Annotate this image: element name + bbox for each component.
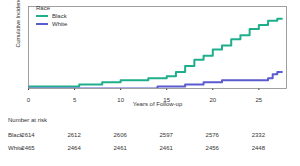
svg-text:Number at risk: Number at risk [8, 117, 48, 123]
svg-text:2461: 2461 [160, 145, 174, 151]
svg-text:25: 25 [256, 97, 263, 103]
html-text:White: White [52, 21, 68, 27]
svg-text:2465: 2465 [21, 145, 35, 151]
svg-text:Years of Follow-up: Years of Follow-up [133, 101, 183, 107]
svg-text:2332: 2332 [252, 132, 266, 138]
svg-text:2461: 2461 [113, 145, 127, 151]
html-text:Black: Black [52, 13, 67, 19]
svg-text:0: 0 [27, 97, 31, 103]
svg-text:2606: 2606 [113, 132, 127, 138]
svg-text:Black: Black [8, 132, 23, 138]
svg-text:2612: 2612 [67, 132, 81, 138]
svg-text:2576: 2576 [206, 132, 220, 138]
svg-text:2456: 2456 [206, 145, 220, 151]
svg-text:2597: 2597 [160, 132, 174, 138]
svg-text:2614: 2614 [21, 132, 35, 138]
svg-text:10: 10 [117, 97, 124, 103]
svg-text:2448: 2448 [252, 145, 266, 151]
svg-text:2464: 2464 [67, 145, 81, 151]
html-text:Race: Race [36, 5, 50, 11]
svg-text:20: 20 [209, 97, 216, 103]
svg-text:5: 5 [73, 97, 77, 103]
svg-text:Cumulative Incidence of Stroke: Cumulative Incidence of Stroke [15, 0, 21, 48]
svg-text:White: White [8, 145, 24, 151]
